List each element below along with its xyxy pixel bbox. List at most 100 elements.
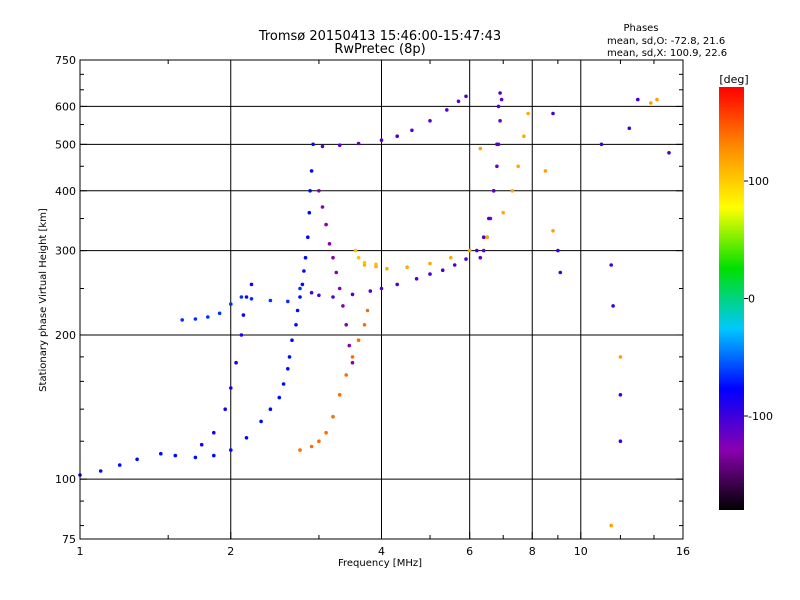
echo-point	[268, 298, 273, 303]
echo-point	[223, 407, 227, 412]
echo-point	[334, 270, 339, 275]
echo-point	[311, 142, 315, 147]
echo-point	[395, 134, 400, 138]
x-tick-label: 4	[378, 545, 385, 558]
echo-point	[337, 143, 342, 147]
echo-point	[290, 338, 294, 343]
echo-point	[337, 393, 342, 397]
y-tick-label: 600	[55, 100, 76, 113]
y-tick-label: 300	[55, 245, 76, 258]
echo-point	[522, 134, 526, 138]
grid-lines	[80, 60, 683, 539]
echo-point	[229, 448, 233, 452]
echo-point	[496, 104, 501, 109]
stats-x-mode: mean, sd,X: 100.9, 22.6	[607, 48, 727, 59]
echo-point	[307, 210, 312, 215]
echo-point	[456, 99, 461, 104]
echo-point	[510, 189, 515, 193]
echo-point	[410, 128, 414, 133]
echo-point	[337, 286, 342, 291]
axis-ticks: 1 2 4 6 8 10 16 75 100 200 300 400 500 600 750	[55, 54, 690, 558]
echo-point	[464, 94, 468, 99]
echo-point	[558, 270, 563, 275]
echo-points	[78, 91, 671, 528]
echo-point	[516, 164, 520, 169]
echo-point	[655, 97, 659, 102]
echo-point	[300, 282, 305, 287]
echo-point	[362, 323, 367, 327]
echo-point	[309, 169, 314, 173]
x-tick-label: 1	[77, 545, 84, 558]
echo-point	[636, 97, 640, 102]
echo-point	[440, 268, 445, 273]
echo-point	[309, 290, 314, 295]
echo-point	[229, 386, 233, 390]
echo-point	[277, 395, 282, 400]
echo-point	[327, 242, 332, 246]
echo-point	[395, 282, 400, 287]
echo-point	[117, 463, 122, 467]
echo-point	[159, 451, 163, 456]
echo-point	[599, 142, 604, 147]
y-tick-label: 400	[55, 185, 76, 198]
echo-point	[98, 469, 103, 473]
echo-point	[356, 141, 361, 146]
echo-point	[286, 299, 290, 304]
echo-point	[414, 277, 419, 281]
echo-point	[331, 255, 335, 260]
echo-point	[320, 144, 325, 149]
x-tick-label: 8	[529, 545, 536, 558]
colorbar	[719, 87, 744, 510]
echo-point	[499, 97, 504, 102]
echo-point	[306, 235, 310, 239]
echo-point	[428, 272, 432, 276]
echo-point	[331, 295, 335, 299]
x-tick-label: 2	[227, 545, 234, 558]
echo-point	[350, 355, 355, 359]
echo-point	[627, 126, 632, 131]
echo-point	[331, 414, 335, 419]
echo-point	[212, 430, 216, 435]
echo-point	[249, 297, 254, 301]
echo-point	[239, 333, 244, 337]
y-tick-label: 500	[55, 138, 76, 151]
x-tick-label: 16	[676, 545, 690, 558]
echo-point	[244, 295, 249, 299]
echo-point	[551, 229, 555, 233]
echo-point	[449, 255, 453, 260]
echo-point	[353, 248, 358, 253]
colorbar-tick-label: 100	[748, 175, 769, 188]
stats-heading: Phases	[623, 23, 658, 34]
echo-point	[317, 439, 321, 444]
echo-point	[609, 263, 613, 267]
echo-point	[475, 248, 479, 253]
echo-point	[467, 248, 472, 253]
echo-point	[464, 257, 468, 261]
echo-point	[495, 164, 499, 169]
echo-point	[298, 295, 302, 299]
y-tick-label: 200	[55, 329, 76, 342]
echo-point	[341, 304, 345, 308]
colorbar-ticks: 100 0 -100	[744, 175, 773, 423]
echo-point	[173, 453, 178, 458]
echo-point	[298, 286, 302, 291]
echo-point	[481, 248, 486, 253]
echo-point	[320, 205, 325, 209]
echo-point	[379, 138, 384, 142]
echo-point	[356, 338, 361, 343]
echo-point	[374, 262, 378, 267]
echo-point	[501, 210, 506, 215]
echo-point	[303, 255, 308, 260]
echo-point	[193, 455, 198, 460]
echo-point	[478, 146, 483, 151]
y-axis-label: Stationary phase Virtual Height [km]	[38, 208, 49, 392]
echo-point	[259, 419, 263, 424]
echo-point	[344, 373, 349, 377]
echo-point	[241, 313, 246, 317]
echo-point	[452, 263, 457, 267]
echo-point	[445, 108, 449, 112]
echo-point	[428, 119, 432, 123]
echo-point	[217, 311, 222, 316]
echo-point	[618, 393, 623, 397]
stats-o-mode: mean, sd,O: -72.8, 21.6	[607, 36, 725, 47]
